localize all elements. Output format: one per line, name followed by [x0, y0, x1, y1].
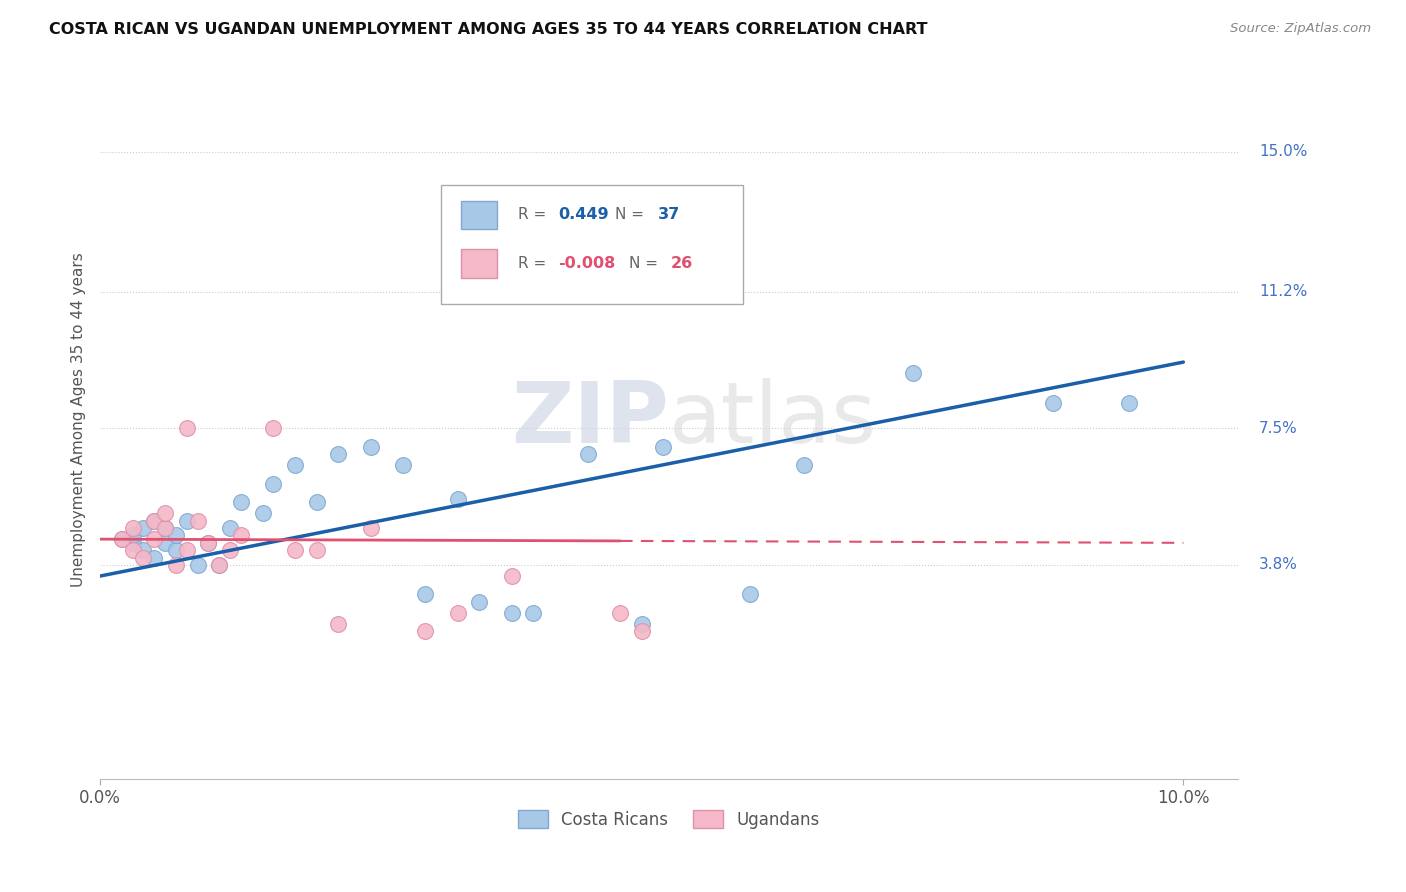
Point [132, 550, 155, 565]
Point [219, 521, 242, 535]
Point [197, 536, 219, 550]
Point [143, 514, 166, 528]
Point [446, 606, 468, 620]
Point [501, 606, 523, 620]
Point [165, 543, 187, 558]
Point [305, 543, 328, 558]
Point [143, 514, 166, 528]
Point [284, 458, 307, 473]
Text: atlas: atlas [669, 377, 877, 461]
Point [219, 543, 242, 558]
Point [132, 543, 155, 558]
Point [187, 558, 209, 572]
Point [153, 536, 176, 550]
Text: 0.449: 0.449 [558, 208, 609, 222]
Text: 11.2%: 11.2% [1260, 285, 1308, 300]
Point [901, 366, 924, 380]
Text: 37: 37 [658, 208, 679, 222]
Point [252, 506, 274, 520]
Point [176, 514, 198, 528]
Point [143, 532, 166, 546]
Point [360, 440, 382, 454]
Point [360, 521, 382, 535]
Text: N =: N = [616, 208, 644, 222]
Point [446, 491, 468, 506]
Text: COSTA RICAN VS UGANDAN UNEMPLOYMENT AMONG AGES 35 TO 44 YEARS CORRELATION CHART: COSTA RICAN VS UGANDAN UNEMPLOYMENT AMON… [49, 22, 928, 37]
Text: 3.8%: 3.8% [1260, 558, 1298, 573]
Text: Source: ZipAtlas.com: Source: ZipAtlas.com [1230, 22, 1371, 36]
Point [121, 543, 143, 558]
Point [328, 447, 350, 461]
Point [187, 514, 209, 528]
Point [111, 532, 134, 546]
FancyBboxPatch shape [441, 186, 742, 304]
Text: R =: R = [517, 256, 546, 270]
Point [468, 595, 491, 609]
Bar [461, 249, 498, 277]
Point [262, 476, 284, 491]
Text: N =: N = [628, 256, 658, 270]
Bar [461, 201, 498, 229]
Point [208, 558, 231, 572]
Text: ZIP: ZIP [510, 377, 669, 461]
Point [630, 624, 652, 639]
Point [630, 617, 652, 632]
Point [652, 440, 675, 454]
Legend: Costa Ricans, Ugandans: Costa Ricans, Ugandans [512, 804, 827, 835]
Point [132, 521, 155, 535]
Point [413, 624, 436, 639]
Text: -0.008: -0.008 [558, 256, 616, 270]
Point [111, 532, 134, 546]
Text: 7.5%: 7.5% [1260, 421, 1298, 436]
Point [609, 606, 631, 620]
Point [1118, 395, 1140, 409]
Point [413, 587, 436, 601]
Point [392, 458, 415, 473]
Point [284, 543, 307, 558]
Point [328, 617, 350, 632]
Point [143, 550, 166, 565]
Text: 26: 26 [671, 256, 693, 270]
Point [153, 506, 176, 520]
Point [153, 521, 176, 535]
Point [165, 528, 187, 542]
Point [153, 521, 176, 535]
Point [165, 558, 187, 572]
Point [176, 543, 198, 558]
Point [229, 528, 252, 542]
Point [1042, 395, 1064, 409]
Point [738, 587, 761, 601]
Point [793, 458, 815, 473]
Point [176, 421, 198, 435]
Point [121, 528, 143, 542]
Point [121, 536, 143, 550]
Point [121, 521, 143, 535]
Point [501, 569, 523, 583]
Point [262, 421, 284, 435]
Point [576, 447, 599, 461]
Point [208, 558, 231, 572]
Point [229, 495, 252, 509]
Point [305, 495, 328, 509]
Text: 15.0%: 15.0% [1260, 145, 1308, 160]
Point [197, 536, 219, 550]
Text: R =: R = [517, 208, 546, 222]
Point [522, 606, 544, 620]
Y-axis label: Unemployment Among Ages 35 to 44 years: Unemployment Among Ages 35 to 44 years [72, 252, 86, 587]
